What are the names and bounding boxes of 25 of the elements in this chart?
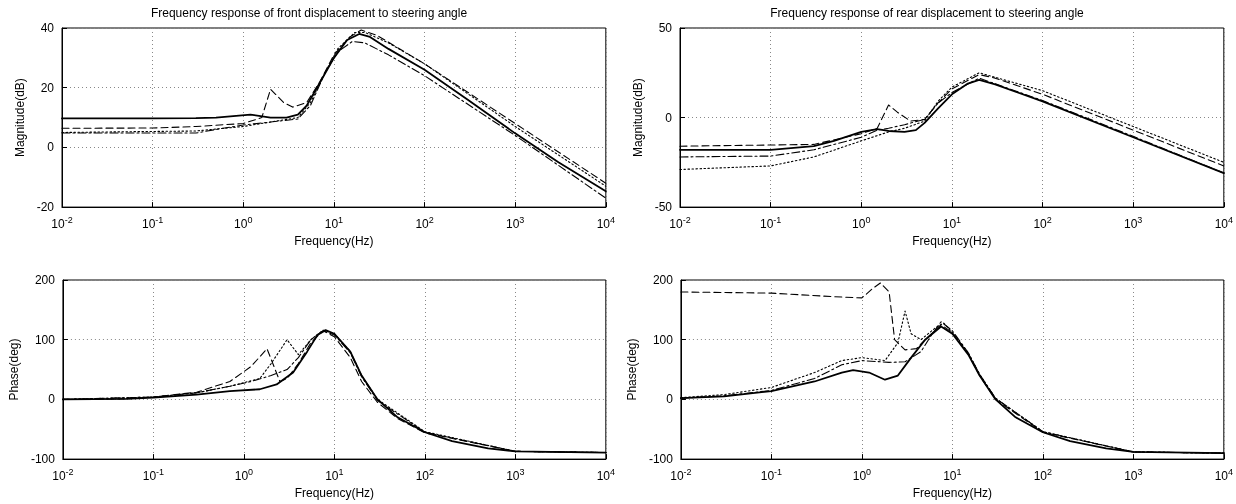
y-tick-label: -20 bbox=[36, 200, 55, 215]
y-axis-title: Magnitude(dB) bbox=[12, 78, 27, 157]
y-tick-label: 200 bbox=[652, 273, 674, 287]
y-tick-label: 0 bbox=[666, 392, 674, 407]
y-tick-label: -100 bbox=[30, 452, 56, 467]
y-tick-label: 0 bbox=[665, 110, 673, 125]
x-axis-title: Frequency(Hz) bbox=[294, 486, 375, 500]
y-tick-label: 40 bbox=[40, 21, 55, 35]
chart-title: Frequency response of rear displacement to steering angle bbox=[770, 6, 1085, 20]
y-tick-label: -100 bbox=[648, 452, 674, 467]
y-tick-label: 100 bbox=[34, 332, 56, 347]
x-axis-title: Frequency(Hz) bbox=[912, 486, 993, 500]
y-axis-title: Phase(deg) bbox=[7, 338, 21, 401]
y-tick-label: 100 bbox=[652, 332, 674, 347]
y-axis-title: Magnitude(dB) bbox=[630, 78, 645, 157]
x-axis-title: Frequency(Hz) bbox=[912, 234, 992, 248]
chart-title: Frequency response of front displacement to steering angle bbox=[150, 6, 468, 20]
y-tick-label: 20 bbox=[40, 80, 55, 95]
x-axis-title: Frequency(Hz) bbox=[294, 234, 374, 248]
y-tick-label: -50 bbox=[654, 200, 673, 215]
y-tick-label: 200 bbox=[34, 273, 56, 287]
y-tick-label: 0 bbox=[48, 392, 56, 407]
y-tick-label: 50 bbox=[658, 21, 673, 35]
y-axis-title: Phase(deg) bbox=[625, 338, 639, 401]
y-tick-label: 0 bbox=[47, 140, 55, 155]
